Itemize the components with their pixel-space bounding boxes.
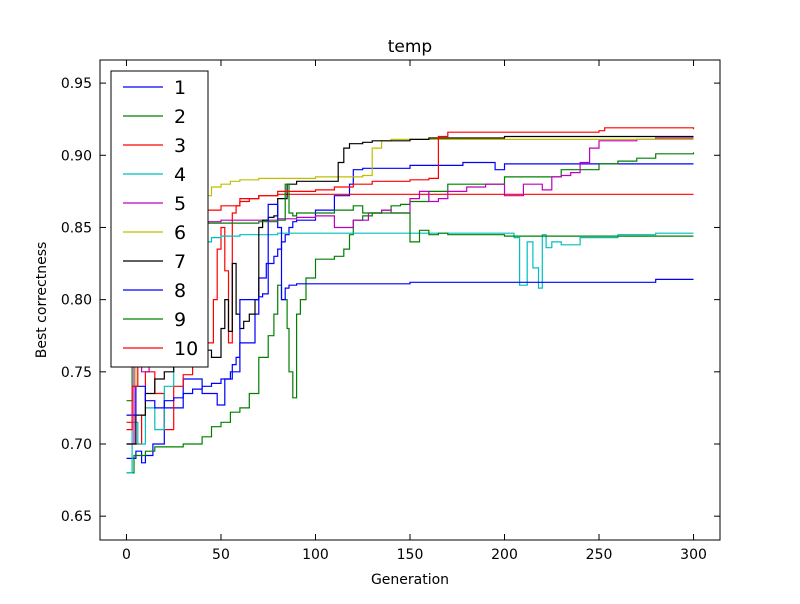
chart-title: temp xyxy=(388,37,432,57)
y-tick-label: 0.90 xyxy=(61,148,92,164)
legend-label: 8 xyxy=(174,280,186,302)
legend-label: 1 xyxy=(174,77,186,99)
x-axis-ticks: 0 50 100 150 200 250 300 xyxy=(122,60,707,563)
series-line-1 xyxy=(126,161,694,464)
x-axis-label: Generation xyxy=(371,572,449,588)
x-tick-label: 250 xyxy=(586,547,613,563)
series-line-2 xyxy=(126,152,695,474)
legend-label: 2 xyxy=(174,106,186,128)
x-tick-label: 150 xyxy=(397,547,424,563)
legend-label: 10 xyxy=(174,338,198,360)
x-tick-label: 300 xyxy=(680,547,707,563)
legend-label: 4 xyxy=(174,164,186,186)
x-tick-label: 0 xyxy=(122,547,131,563)
legend-label: 6 xyxy=(174,222,186,244)
y-tick-label: 0.85 xyxy=(61,220,92,236)
y-axis-ticks: 0.65 0.70 0.75 0.80 0.85 0.90 0.95 xyxy=(61,76,720,525)
legend-items: 1 2 3 4 5 6 7 8 9 10 xyxy=(123,77,198,360)
legend-label: 3 xyxy=(174,135,186,157)
series-line-8 xyxy=(126,203,694,416)
y-tick-label: 0.75 xyxy=(61,365,92,381)
legend-frame xyxy=(110,70,209,368)
x-tick-label: 50 xyxy=(212,547,230,563)
legend-label: 7 xyxy=(174,251,186,273)
legend-label: 5 xyxy=(174,193,186,215)
legend: 1 2 3 4 5 6 7 8 9 10 xyxy=(110,70,209,368)
series-line-3 xyxy=(126,193,694,445)
y-tick-label: 0.95 xyxy=(61,76,92,92)
legend-label: 9 xyxy=(174,309,186,331)
y-tick-label: 0.80 xyxy=(61,293,92,309)
x-tick-label: 100 xyxy=(302,547,329,563)
y-axis-label: Best correctness xyxy=(34,242,50,359)
series-line-4 xyxy=(126,232,694,474)
y-tick-label: 0.65 xyxy=(61,509,92,525)
y-tick-label: 0.70 xyxy=(61,437,92,453)
x-tick-label: 200 xyxy=(491,547,518,563)
